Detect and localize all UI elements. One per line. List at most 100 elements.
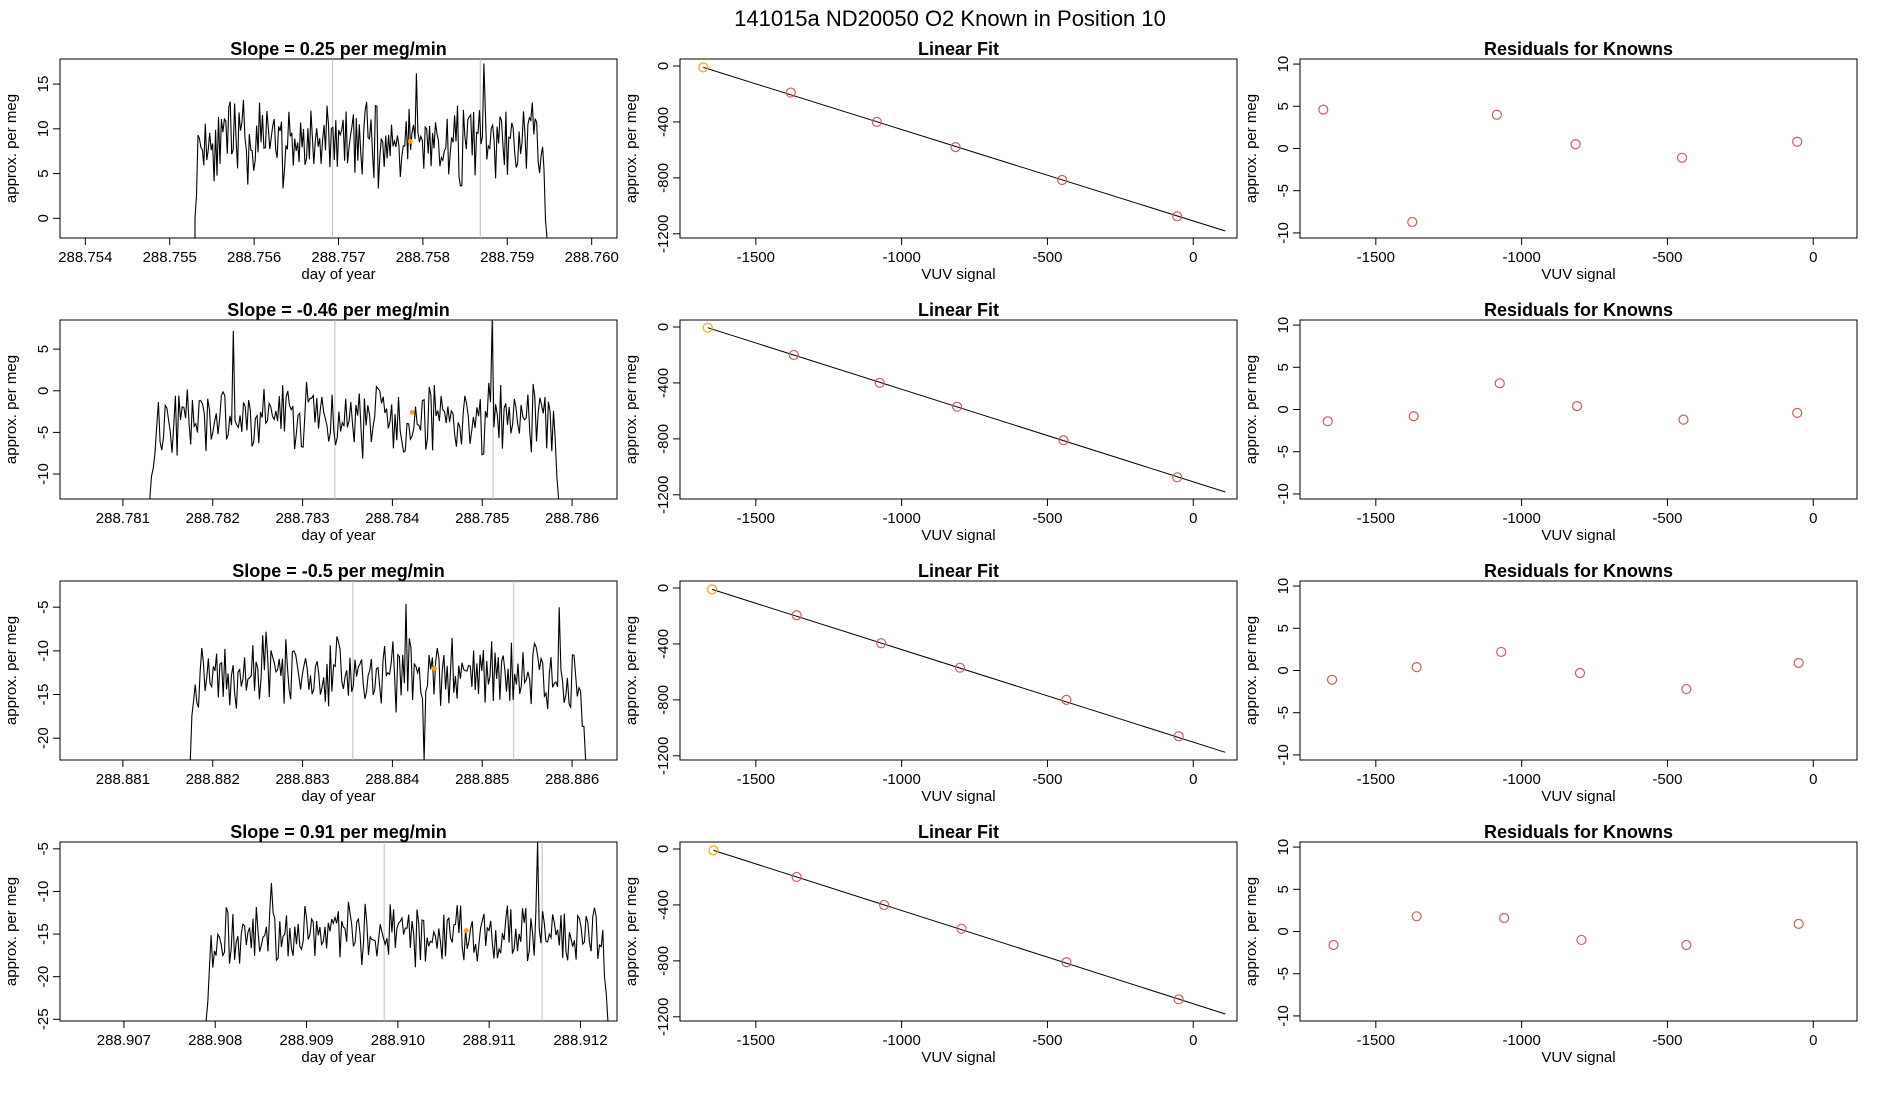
x-tick-label: -1500 xyxy=(737,249,775,266)
x-tick-label: 288.886 xyxy=(545,771,599,788)
y-axis-label: approx. per meg xyxy=(1243,355,1260,464)
y-tick-label: -15 xyxy=(35,923,52,945)
y-tick-label: 10 xyxy=(1275,56,1292,73)
x-tick-label: -500 xyxy=(1652,510,1682,527)
y-tick-label: -10 xyxy=(1275,1005,1292,1027)
data-point xyxy=(788,349,799,361)
data-point xyxy=(791,871,802,883)
y-tick-label: 5 xyxy=(1275,363,1292,371)
x-tick-label: -1500 xyxy=(1357,1032,1395,1049)
data-point xyxy=(1172,211,1183,222)
y-tick-label: 5 xyxy=(1275,624,1292,632)
figure-title: 141015a ND20050 O2 Known in Position 10 xyxy=(734,6,1166,31)
x-tick-label: -500 xyxy=(1652,1032,1682,1049)
y-tick-label: -1200 xyxy=(655,215,672,253)
x-axis-label: VUV signal xyxy=(921,1049,995,1066)
x-tick-label: 288.785 xyxy=(455,510,509,527)
y-axis-label: approx. per meg xyxy=(1243,94,1260,203)
x-tick-label: 288.756 xyxy=(227,249,281,266)
panel-title: Linear Fit xyxy=(918,561,999,581)
x-tick-label: 288.760 xyxy=(565,249,619,266)
data-point xyxy=(1056,174,1068,186)
data-point xyxy=(1061,957,1072,968)
panel-title: Linear Fit xyxy=(918,822,999,842)
x-tick-label: -500 xyxy=(1032,1032,1062,1049)
panel-1-0: Linear Fit -1500 -1000 -500 0 0 -400 -800 -1200 V… xyxy=(623,39,1238,283)
y-tick-label: -1200 xyxy=(655,998,672,1036)
y-tick-label: 5 xyxy=(35,345,52,353)
signal-trace xyxy=(205,841,609,1022)
data-point xyxy=(1793,657,1804,669)
panel-title: Linear Fit xyxy=(918,300,999,320)
x-tick-label: -1500 xyxy=(737,1032,775,1049)
x-tick-label: 288.882 xyxy=(186,771,240,788)
data-point xyxy=(1411,662,1422,673)
data-point xyxy=(785,87,796,98)
x-axis-label: VUV signal xyxy=(1541,788,1615,805)
x-tick-label: 288.908 xyxy=(188,1032,242,1049)
x-tick-label: -1500 xyxy=(737,771,775,788)
x-axis-label: VUV signal xyxy=(1541,1049,1615,1066)
plot-frame xyxy=(679,580,1238,761)
highlight-data-point xyxy=(706,584,718,595)
panel-0-3: Slope = 0.91 per meg/min 288.907 288.908 28… xyxy=(3,822,618,1066)
x-tick-label: 288.911 xyxy=(463,1032,516,1049)
x-tick-label: 0 xyxy=(1189,510,1197,527)
signal-trace xyxy=(149,319,560,500)
data-point xyxy=(1318,104,1329,115)
x-tick-label: 288.781 xyxy=(96,510,150,527)
data-point xyxy=(956,923,967,934)
y-tick-label: -800 xyxy=(655,163,672,193)
panel-1-3: Linear Fit -1500 -1000 -500 0 0 -400 -800 -1200 V… xyxy=(623,822,1238,1066)
panel-title: Residuals for Knowns xyxy=(1484,300,1673,320)
y-tick-label: 0 xyxy=(1275,666,1292,674)
x-tick-label: -1000 xyxy=(882,1032,920,1049)
y-axis-label: approx. per meg xyxy=(3,877,20,986)
data-point xyxy=(1496,646,1507,658)
data-point xyxy=(1058,435,1069,446)
panel-2-2: Residuals for Knowns -1500 -1000 -500 0 10 5 0 -… xyxy=(1243,561,1858,805)
data-point xyxy=(1172,472,1183,483)
x-tick-label: 288.883 xyxy=(275,771,329,788)
y-tick-label: -10 xyxy=(1275,483,1292,505)
data-point xyxy=(1499,912,1510,924)
x-tick-label: 288.910 xyxy=(371,1032,425,1049)
y-tick-label: -400 xyxy=(655,890,672,920)
highlight-data-point xyxy=(702,322,713,333)
x-tick-label: 0 xyxy=(1809,771,1817,788)
y-tick-label: -5 xyxy=(1275,967,1292,980)
data-point xyxy=(1322,416,1333,427)
fit-line xyxy=(707,327,1226,493)
panel-1-1: Linear Fit -1500 -1000 -500 0 0 -400 -800 -1200 V… xyxy=(623,300,1238,544)
panel-title: Slope = 0.25 per meg/min xyxy=(230,39,447,59)
data-point xyxy=(791,610,802,621)
x-axis-label: VUV signal xyxy=(921,266,995,283)
highlight-point xyxy=(407,138,413,144)
data-point xyxy=(1678,414,1689,425)
x-tick-label: -1500 xyxy=(1357,771,1395,788)
y-axis-label: approx. per meg xyxy=(1243,616,1260,725)
x-tick-label: 288.909 xyxy=(279,1032,333,1049)
x-tick-label: 0 xyxy=(1189,1032,1197,1049)
plot-frame xyxy=(1299,58,1858,239)
data-point xyxy=(1173,731,1184,742)
y-tick-label: 0 xyxy=(35,387,52,395)
fit-line xyxy=(711,588,1226,753)
x-tick-label: -500 xyxy=(1652,249,1682,266)
data-point xyxy=(1681,939,1692,951)
plot-frame xyxy=(679,319,1238,500)
x-tick-label: 0 xyxy=(1809,1032,1817,1049)
x-tick-label: 288.884 xyxy=(365,771,419,788)
data-point xyxy=(1793,918,1804,930)
x-tick-label: -1500 xyxy=(1357,249,1395,266)
y-tick-label: 0 xyxy=(35,214,52,222)
x-tick-label: -500 xyxy=(1032,249,1062,266)
data-point xyxy=(1676,152,1688,163)
x-tick-label: 0 xyxy=(1809,249,1817,266)
x-tick-label: 288.759 xyxy=(480,249,534,266)
data-point xyxy=(1792,136,1803,147)
x-axis-label: VUV signal xyxy=(1541,266,1615,283)
y-tick-label: 5 xyxy=(1275,885,1292,893)
x-axis-label: VUV signal xyxy=(1541,527,1615,544)
data-point xyxy=(951,401,963,412)
